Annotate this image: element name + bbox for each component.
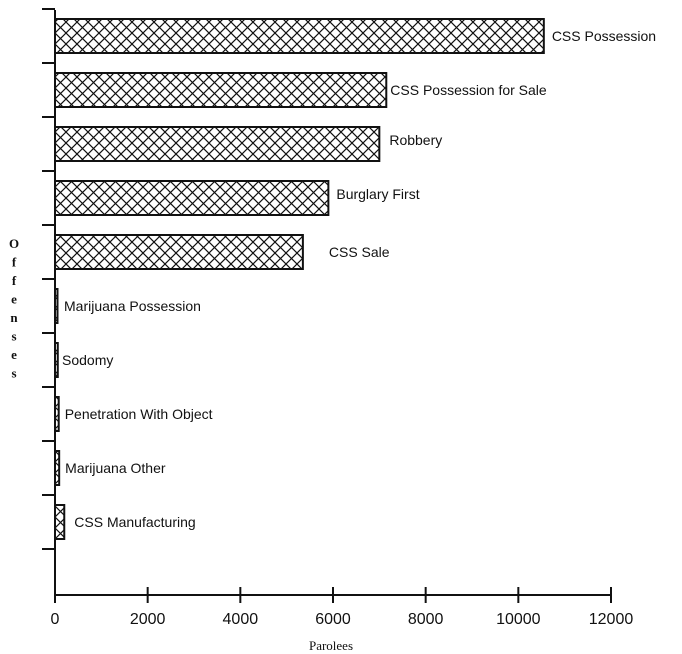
y-axis-title-letter: e <box>11 347 17 362</box>
bar-label: CSS Possession for Sale <box>390 82 547 98</box>
x-tick-label: 2000 <box>130 611 166 628</box>
x-tick-label: 0 <box>51 611 60 628</box>
bar <box>54 504 66 540</box>
bar-label: CSS Manufacturing <box>74 514 195 530</box>
x-axis-title: Parolees <box>309 638 353 653</box>
y-axis-title-letter: f <box>12 273 17 288</box>
y-axis-title-letter: n <box>10 310 18 325</box>
bar-label: Marijuana Possession <box>64 298 201 314</box>
bar-label: Sodomy <box>62 352 113 368</box>
bar <box>54 126 381 162</box>
bar <box>54 72 388 108</box>
labels-group: CSS Possession CSS Possession for Sale Rob… <box>62 28 656 530</box>
y-axis-title-letter: O <box>9 236 19 251</box>
bar-label: Marijuana Other <box>65 460 166 476</box>
y-axis-title-letter: e <box>11 292 17 307</box>
bar-label: Robbery <box>389 132 442 148</box>
y-axis-title-letter: s <box>11 366 16 381</box>
x-tick-label: 12000 <box>589 611 634 628</box>
bar-label: Burglary First <box>336 186 419 202</box>
x-tick-label: 8000 <box>408 611 444 628</box>
bar <box>54 18 545 54</box>
x-tick-label: 6000 <box>315 611 351 628</box>
x-tick-label: 10000 <box>496 611 541 628</box>
y-axis-title-letter: f <box>12 255 17 270</box>
y-axis-title-letter: s <box>11 329 16 344</box>
bar-label: CSS Sale <box>329 244 390 260</box>
bar <box>54 234 304 270</box>
bars-group <box>54 18 545 540</box>
bar-label: CSS Possession <box>552 28 656 44</box>
x-tick-label: 4000 <box>223 611 259 628</box>
bar-label: Penetration With Object <box>65 406 213 422</box>
bar <box>54 180 330 216</box>
axes-group: 0 2000 4000 6000 8000 10000 12000 <box>42 8 634 628</box>
